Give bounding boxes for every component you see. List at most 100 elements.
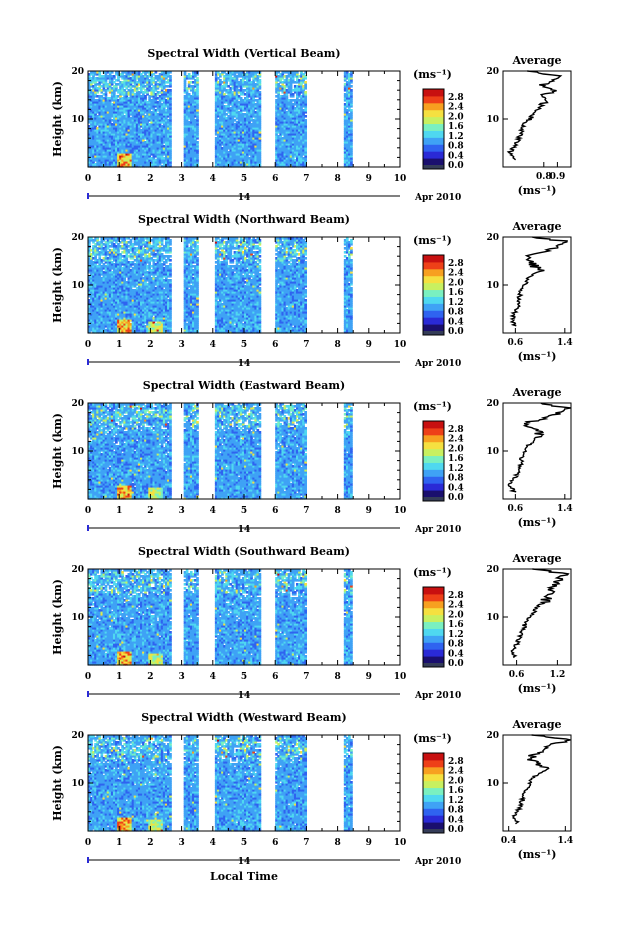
heatmap-cell [192,93,195,96]
x-tick-label: 3 [178,174,184,184]
heatmap-cell [194,115,197,118]
heatmap-cell [106,141,110,144]
heatmap-cell [146,129,149,132]
heatmap-cell [214,165,218,168]
heatmap-cell [108,81,112,84]
heatmap-cell [123,139,127,142]
heatmap-cell [158,119,162,122]
heatmap-cell [137,131,141,134]
heatmap-cell [214,159,218,162]
heatmap-cell [135,135,139,138]
heatmap-cell [129,161,133,164]
heatmap-cell [127,111,131,114]
heatmap-cell [115,95,118,98]
heatmap-cell [106,149,110,152]
heatmap-cell [94,133,97,136]
heatmap-cell [127,73,131,76]
heatmap-cell [98,77,102,80]
heatmap-cell [167,123,170,126]
heatmap-cell [144,115,147,118]
heatmap-cell [214,89,218,92]
heatmap-cell [129,163,133,166]
heatmap-cell [162,73,166,76]
heatmap-cell [194,75,197,78]
heatmap-cell [189,75,193,78]
heatmap-cell [117,83,120,86]
heatmap-cell [127,135,131,138]
heatmap-cell [148,145,151,148]
heatmap-cell [187,141,191,144]
heatmap-cell [106,83,110,86]
y-tick-label: 20 [71,67,84,77]
panel-2: Spectral Width (Northward Beam)1020Heigh… [51,213,573,369]
heatmap-cell [142,71,145,74]
heatmap-cell [187,157,191,160]
heatmap-cell [148,139,151,142]
heatmap-cell [150,93,154,96]
heatmap-cell [183,125,187,128]
heatmap-cell [119,165,122,168]
heatmap-cell [150,129,154,132]
heatmap-cell [148,119,151,122]
heatmap-cell [187,153,191,156]
heatmap-cell [137,125,141,128]
heatmap-cell [152,101,156,104]
heatmap-cell [156,85,160,88]
heatmap-cell [131,117,135,120]
heatmap-cell [92,113,95,116]
heatmap-cell [92,75,95,78]
heatmap-cell [137,97,141,100]
heatmap-cell [92,93,95,96]
heatmap-cell [90,109,93,112]
heatmap-cell [123,105,127,108]
heatmap-cell [150,107,154,110]
heatmap-cell [146,151,149,154]
heatmap-cell [183,111,187,114]
heatmap-cell [94,101,97,104]
heatmap-cell [131,161,135,164]
heatmap-cell [144,137,147,140]
heatmap-cell [192,147,195,150]
heatmap-cell [214,83,218,86]
heatmap-cell [121,147,124,150]
heatmap-cell [96,71,99,74]
heatmap-cell [125,127,129,130]
heatmap-cell [106,99,110,102]
heatmap-cell [112,121,116,124]
heatmap-cell [137,155,141,158]
heatmap-cell [106,133,110,136]
heatmap-cell [104,135,108,138]
heatmap-cell [214,153,218,156]
heatmap-cell [160,121,164,124]
heatmap-cell [185,163,189,166]
heatmap-cell [135,165,139,168]
heatmap-cell [140,87,143,90]
heatmap-cell [216,119,220,122]
heatmap-cell [112,155,116,158]
heatmap-cell [129,73,133,76]
heatmap-cell [92,103,95,106]
heatmap-cell [192,101,195,104]
heatmap-cell [119,87,122,90]
heatmap-cell [102,137,106,140]
heatmap-cell [148,133,151,136]
heatmap-cell [102,119,106,122]
heatmap-cell [108,147,112,150]
heatmap-cell [216,145,220,148]
heatmap-cell [94,71,97,74]
heatmap-cell [164,131,168,134]
heatmap-cell [112,125,116,128]
heatmap-cell [160,161,164,164]
heatmap-cell [92,79,95,82]
heatmap-cell [135,147,139,150]
heatmap-cell [183,129,187,132]
heatmap-cell [160,81,164,84]
heatmap-cell [123,147,127,150]
heatmap-cell [98,123,102,126]
heatmap-cell [125,79,129,82]
heatmap-cell [100,153,104,156]
heatmap-cell [117,77,120,80]
heatmap-cell [142,131,145,134]
heatmap-cell [148,155,151,158]
heatmap-cell [131,91,135,94]
